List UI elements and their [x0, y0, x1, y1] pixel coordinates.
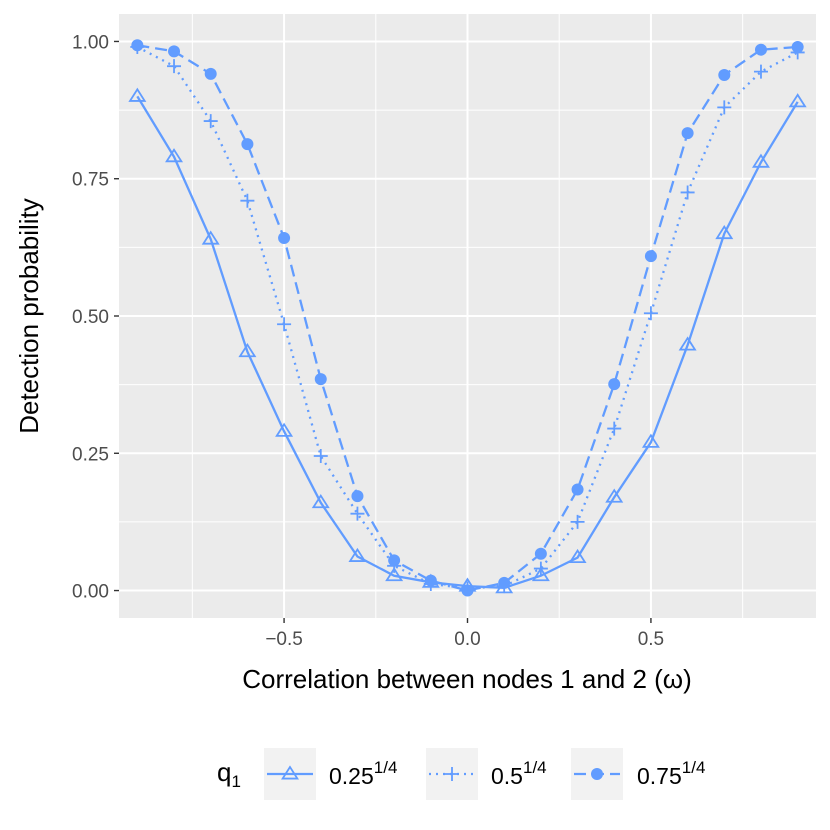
- legend-key-triangle: [264, 748, 316, 800]
- legend-label-exponent: 1/4: [523, 758, 547, 777]
- legend-label: 0.751/4: [637, 758, 705, 789]
- data-point-circle: [754, 43, 767, 56]
- legend-key-marker: [591, 768, 603, 780]
- legend-key-circle: [571, 748, 623, 800]
- data-point-plus: [350, 506, 365, 521]
- y-tick-label: 0.00: [72, 582, 109, 603]
- data-point-circle: [791, 40, 804, 53]
- legend-label-base: 0.75: [637, 763, 682, 789]
- data-point-plus: [607, 421, 622, 436]
- y-tick-label: 0.50: [72, 307, 109, 328]
- data-point-plus: [203, 114, 218, 129]
- data-point-triangle: [238, 343, 257, 358]
- data-point-circle: [644, 250, 657, 263]
- data-point-triangle: [385, 567, 404, 582]
- legend-label-exponent: 1/4: [374, 758, 398, 777]
- x-axis-ticks: −0.5 0.0 0.5: [265, 618, 664, 650]
- data-point-triangle: [678, 336, 697, 351]
- legend-key-marker: [445, 767, 459, 781]
- data-point-circle: [241, 138, 254, 151]
- data-point-triangle: [788, 93, 807, 108]
- data-point-circle: [534, 547, 547, 560]
- data-point-plus: [570, 514, 585, 529]
- data-series: [128, 39, 807, 597]
- data-point-plus: [533, 561, 548, 576]
- data-point-triangle: [311, 494, 330, 509]
- legend-label-exponent: 1/4: [682, 758, 706, 777]
- data-point-triangle: [751, 153, 770, 168]
- y-axis-ticks: 0.00 0.25 0.50 0.75 1.00: [72, 32, 119, 603]
- legend-title-base: q: [217, 757, 231, 787]
- data-point-circle: [681, 127, 694, 140]
- data-point-plus: [167, 59, 182, 74]
- y-tick-label: 0.75: [72, 170, 109, 191]
- legend-label: 0.51/4: [491, 758, 547, 789]
- data-point-plus: [277, 317, 292, 332]
- data-point-plus: [240, 193, 255, 208]
- legend-title: q1: [217, 757, 241, 791]
- legend-title-subscript: 1: [231, 772, 240, 791]
- data-point-circle: [571, 483, 584, 496]
- legend-key-marker: [281, 765, 299, 780]
- data-point-circle: [351, 490, 364, 503]
- data-point-triangle: [275, 422, 294, 437]
- data-point-circle: [608, 378, 621, 391]
- data-point-circle: [278, 232, 291, 245]
- data-point-triangle: [201, 230, 220, 245]
- data-point-triangle: [568, 548, 587, 564]
- data-point-circle: [131, 39, 144, 52]
- data-point-circle: [461, 584, 474, 597]
- data-point-circle: [314, 373, 327, 386]
- data-point-triangle: [605, 488, 624, 503]
- data-point-triangle: [715, 224, 734, 240]
- data-point-triangle: [641, 433, 660, 448]
- legend-label-base: 0.5: [491, 763, 523, 789]
- data-point-circle: [388, 554, 401, 567]
- data-point-circle: [204, 67, 217, 80]
- data-point-triangle: [531, 567, 550, 582]
- x-tick-label: 0.0: [454, 629, 480, 650]
- legend-key-plus: [426, 748, 478, 800]
- series-circle: [131, 39, 804, 597]
- data-point-triangle: [128, 87, 147, 102]
- data-point-circle: [498, 576, 511, 589]
- data-point-circle: [424, 574, 437, 587]
- x-axis-title: Correlation between nodes 1 and 2 (ω): [242, 664, 692, 694]
- y-axis-title: Detection probability: [14, 198, 44, 434]
- data-point-plus: [313, 449, 328, 464]
- y-tick-label: 0.25: [72, 444, 109, 465]
- data-point-plus: [680, 185, 695, 200]
- legend-label-base: 0.25: [329, 763, 374, 789]
- data-point-circle: [718, 68, 731, 81]
- x-tick-label: 0.5: [638, 629, 664, 650]
- x-tick-label: −0.5: [265, 629, 303, 650]
- data-point-plus: [643, 306, 658, 321]
- legend-label: 0.251/4: [329, 758, 397, 789]
- data-point-circle: [168, 45, 181, 58]
- data-point-triangle: [348, 547, 367, 562]
- data-point-plus: [753, 64, 768, 79]
- data-point-plus: [717, 100, 732, 115]
- y-tick-label: 1.00: [72, 32, 109, 53]
- data-point-triangle: [165, 148, 184, 163]
- legend: q1 0.251/4 0.51/4 0.751/4: [217, 748, 705, 800]
